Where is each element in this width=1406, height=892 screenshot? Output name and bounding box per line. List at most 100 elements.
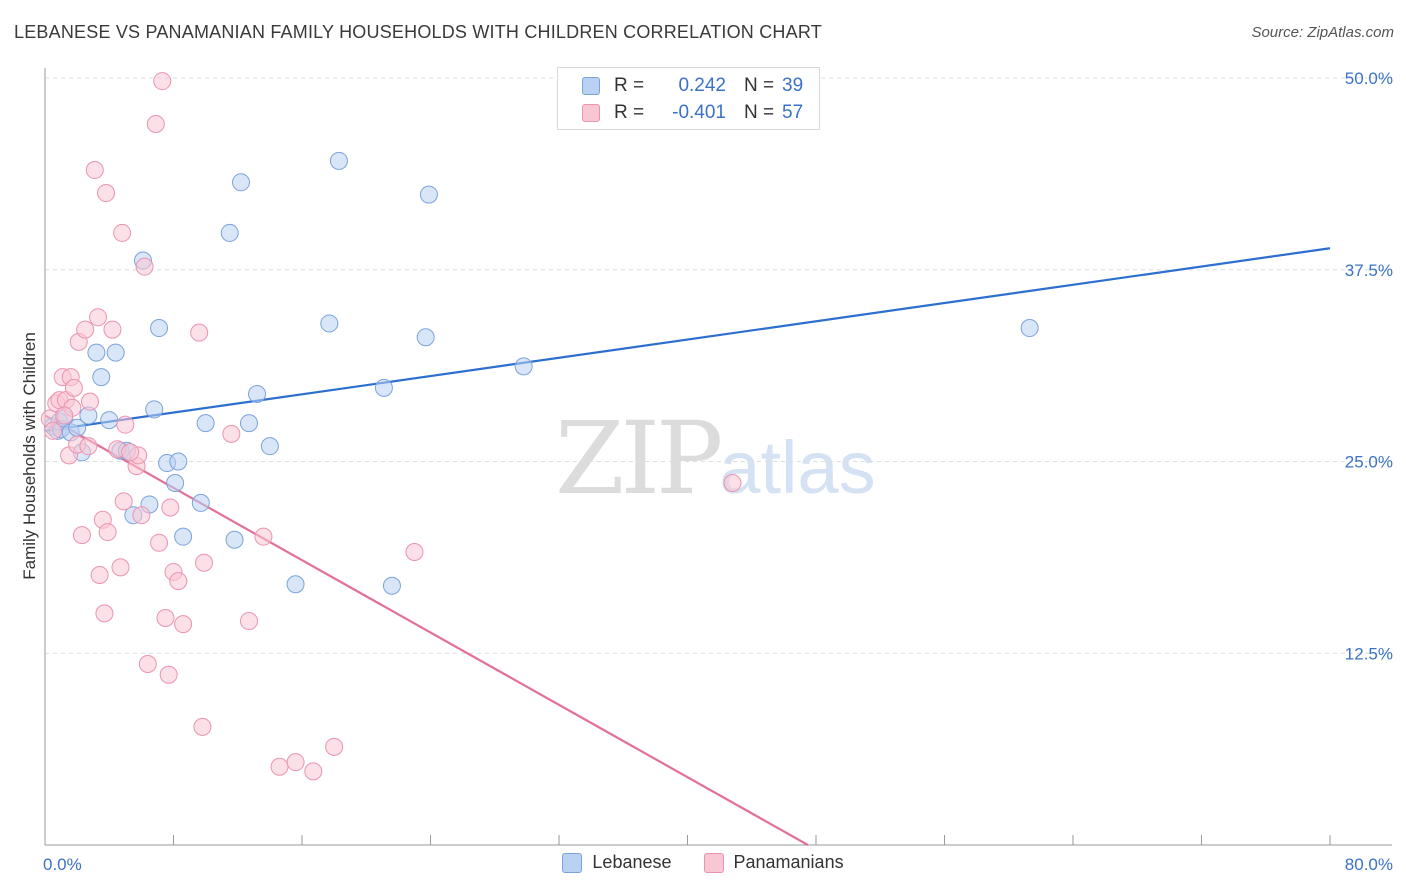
grid-layer [45, 77, 1392, 654]
panamanians-point [193, 717, 212, 736]
panamanians-swatch [703, 852, 724, 873]
x-tick-label: 0.0% [43, 855, 82, 874]
panamanians-point [90, 566, 109, 585]
legend-item-lebanese[interactable]: Lebanese [562, 852, 672, 873]
points-layer [40, 72, 1039, 781]
panamanians-point [159, 665, 178, 684]
legend-label: Lebanese [592, 852, 672, 872]
panamanians-swatch [582, 104, 600, 122]
n-label: N = [744, 102, 775, 123]
panamanians-point [72, 526, 91, 545]
lebanese-point [419, 185, 438, 204]
panamanians-point [76, 320, 95, 339]
y-tick-label: 25.0% [1345, 453, 1393, 472]
panamanians-point [405, 543, 424, 562]
panamanians-point [156, 608, 175, 627]
panamanians-point [89, 308, 108, 327]
chart-title: LEBANESE VS PANAMANIAN FAMILY HOUSEHOLDS… [14, 22, 822, 42]
panamanians-point [174, 615, 193, 634]
lebanese-point [260, 437, 279, 456]
panamanians-point [79, 437, 98, 456]
source-label: Source: ZipAtlas.com [1251, 24, 1394, 41]
lebanese-point [1020, 319, 1039, 338]
lebanese-point [191, 493, 210, 512]
panamanians-point [64, 378, 83, 397]
lebanese-point [514, 357, 533, 376]
lebanese-swatch [562, 852, 583, 873]
stats-legend: R = 0.242 N = 39 R = -0.401 N = 57 [557, 67, 820, 130]
lebanese-trendline [44, 247, 1331, 432]
panamanians-point [723, 473, 742, 492]
stats-row-lebanese: R = 0.242 N = 39 [582, 74, 803, 98]
panamanians-point [270, 757, 289, 776]
panamanians-point [239, 612, 258, 631]
panamanians-point [135, 257, 154, 276]
n-value: 39 [782, 75, 804, 96]
lebanese-point [145, 400, 164, 419]
lebanese-point [100, 411, 119, 430]
legend-label: Panamanians [733, 852, 844, 872]
lebanese-point [92, 368, 111, 387]
panamanians-point [97, 184, 116, 203]
r-value: -0.401 [672, 102, 726, 123]
panamanians-point [195, 553, 214, 572]
lebanese-point [416, 328, 435, 347]
panamanians-point [121, 443, 140, 462]
panamanians-point [146, 115, 165, 134]
panamanians-point [190, 323, 209, 342]
lebanese-point [248, 385, 267, 404]
lebanese-point [374, 378, 393, 397]
panamanians-point [132, 506, 151, 525]
lebanese-point [150, 319, 169, 338]
lebanese-point [231, 173, 250, 192]
lebanese-point [196, 414, 215, 433]
lebanese-point [166, 473, 185, 492]
stats-row-panamanians: R = -0.401 N = 57 [582, 101, 803, 125]
panamanians-point [325, 737, 344, 756]
panamanians-point [304, 762, 323, 781]
y-tick-label: 50.0% [1345, 69, 1393, 88]
panamanians-point [85, 161, 104, 180]
r-value: 0.242 [678, 75, 726, 96]
lebanese-point [87, 343, 106, 362]
axis-layer [44, 68, 1392, 846]
panamanians-point [44, 421, 63, 440]
series-legend: Lebanese Panamanians [0, 852, 1406, 873]
lebanese-point [174, 527, 193, 546]
panamanians-point [111, 558, 130, 577]
panamanians-point [98, 523, 117, 542]
panamanians-point [116, 415, 135, 434]
panamanians-trendline [44, 414, 809, 846]
lebanese-point [220, 223, 239, 242]
panamanians-point [80, 392, 99, 411]
panamanians-point [161, 498, 180, 517]
panamanians-point [150, 533, 169, 552]
lebanese-point [329, 151, 348, 170]
y-tick-label: 37.5% [1345, 261, 1393, 280]
lebanese-point [320, 314, 339, 333]
n-label: N = [744, 75, 775, 96]
panamanians-point [55, 406, 74, 425]
lebanese-point [169, 452, 188, 471]
panamanians-point [114, 492, 133, 511]
lebanese-point [286, 575, 305, 594]
panamanians-point [138, 654, 157, 673]
lebanese-point [106, 343, 125, 362]
legend-item-panamanians[interactable]: Panamanians [703, 852, 844, 873]
r-label: R = [614, 75, 645, 96]
lebanese-point [239, 414, 258, 433]
r-label: R = [614, 102, 645, 123]
panamanians-point [169, 572, 188, 591]
panamanians-point [153, 72, 172, 91]
panamanians-point [113, 223, 132, 242]
panamanians-point [286, 753, 305, 772]
panamanians-point [254, 527, 273, 546]
lebanese-swatch [582, 77, 600, 95]
lebanese-point [225, 530, 244, 549]
lebanese-point [382, 576, 401, 595]
panamanians-point [95, 604, 114, 623]
tick-label-layer: 12.5% 25.0% 37.5% 50.0% 0.0% 80.0% [43, 69, 1393, 874]
x-tick-label: 80.0% [1345, 855, 1393, 874]
panamanians-point [222, 424, 241, 443]
